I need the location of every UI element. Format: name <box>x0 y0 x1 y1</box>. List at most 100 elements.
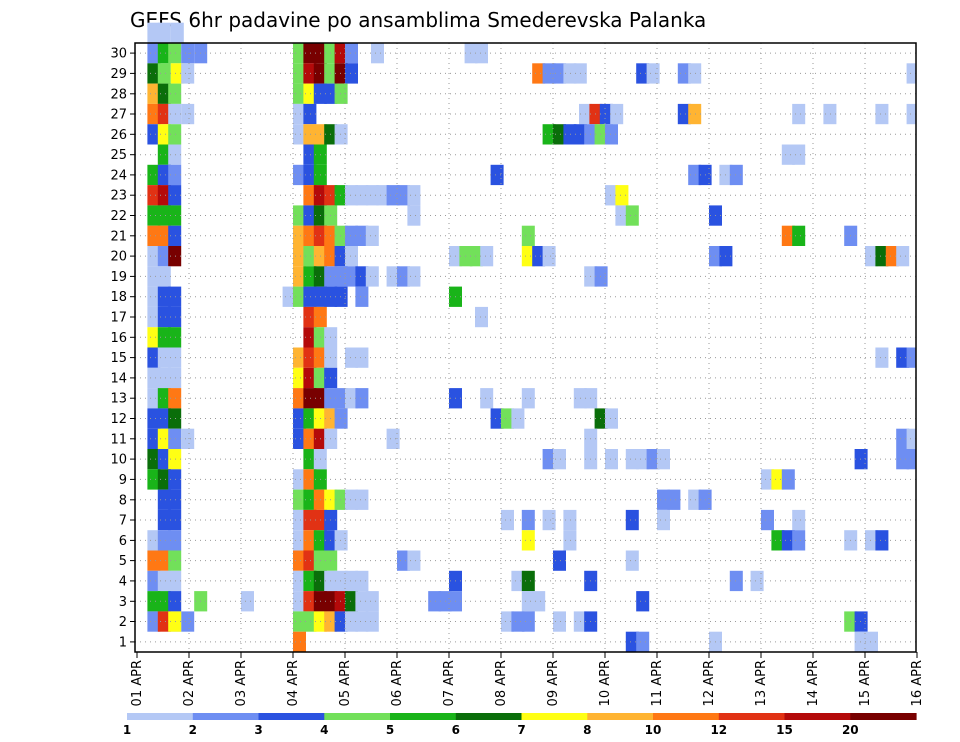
heatmap-cell <box>157 22 171 43</box>
heatmap-cell <box>771 469 785 490</box>
heatmap-cell <box>677 63 691 84</box>
heatmap-cell <box>511 408 525 429</box>
colorbar-label: 2 <box>189 723 197 737</box>
heatmap-cell <box>168 489 182 510</box>
heatmap-cell <box>147 469 161 490</box>
heatmap-cell <box>657 449 670 470</box>
heatmap-cell <box>896 449 910 470</box>
heatmap-cell <box>386 428 400 449</box>
heatmap-cell <box>365 185 379 206</box>
heatmap-cell <box>792 530 806 551</box>
heatmap-cell <box>303 469 317 490</box>
heatmap-cell <box>168 611 182 632</box>
heatmap-cell <box>542 449 556 470</box>
heatmap-cell <box>168 185 182 206</box>
y-tick-label: 25 <box>110 148 127 163</box>
heatmap-cell <box>147 266 161 287</box>
heatmap-cell <box>386 266 400 287</box>
heatmap-cell <box>355 611 369 632</box>
heatmap-cell <box>553 611 566 632</box>
heatmap-cell <box>729 164 743 186</box>
heatmap-cell <box>407 185 421 206</box>
heatmap-cell <box>865 246 878 267</box>
heatmap-cell <box>293 550 306 571</box>
y-tick-label: 8 <box>119 493 127 508</box>
heatmap-cell <box>428 591 442 612</box>
colorbar-label: 15 <box>776 723 793 737</box>
y-tick-label: 10 <box>110 453 127 468</box>
heatmap-cell <box>157 449 171 470</box>
heatmap-cell <box>355 266 369 287</box>
heatmap-cell <box>475 306 488 328</box>
heatmap-cell <box>594 124 608 145</box>
heatmap-cell <box>896 246 910 267</box>
colorbar-label: 12 <box>710 723 727 737</box>
heatmap-cell <box>334 408 348 429</box>
heatmap-cell <box>293 266 306 287</box>
heatmap-cell <box>303 388 317 409</box>
colorbar-swatch <box>324 713 391 720</box>
heatmap-cell <box>355 489 369 510</box>
heatmap-cell <box>896 428 910 449</box>
heatmap-cell <box>293 469 306 490</box>
heatmap-cell <box>397 550 410 571</box>
x-tick-label: 06 APR <box>390 660 405 706</box>
colorbar-label: 6 <box>452 723 460 737</box>
heatmap-cell <box>896 347 910 368</box>
heatmap-cell <box>792 225 806 246</box>
y-tick-label: 7 <box>119 514 127 529</box>
heatmap-cell <box>365 266 379 287</box>
heatmap-cell <box>293 83 306 104</box>
y-tick-label: 19 <box>110 270 127 285</box>
heatmap-cell <box>615 205 629 226</box>
heatmap-cell <box>157 611 171 632</box>
heatmap-cell <box>594 408 608 429</box>
y-tick-label: 22 <box>110 209 127 224</box>
heatmap-cell <box>157 164 171 186</box>
colorbar-swatch <box>850 713 917 720</box>
heatmap-cell <box>168 164 182 186</box>
heatmap-cell <box>475 43 488 64</box>
heatmap-cell <box>521 246 535 267</box>
heatmap-cell <box>521 225 535 246</box>
heatmap-cell <box>170 63 184 84</box>
heatmap-cell <box>157 246 171 267</box>
heatmap-cell <box>293 570 306 592</box>
y-tick-label: 9 <box>119 473 127 488</box>
heatmap-cell <box>168 327 182 348</box>
heatmap-cell <box>355 388 369 409</box>
heatmap-cell <box>521 388 535 409</box>
heatmap-cell <box>501 611 514 632</box>
heatmap-cell <box>157 408 171 429</box>
heatmap-cell <box>386 185 400 206</box>
colorbar-label: 7 <box>517 723 525 737</box>
heatmap-cell <box>906 103 916 125</box>
heatmap-cell <box>854 449 868 470</box>
heatmap-cell <box>293 205 306 226</box>
colorbar-label: 20 <box>842 723 859 737</box>
heatmap-cell <box>147 124 161 145</box>
heatmap-cell <box>334 530 348 551</box>
heatmap-cell <box>729 570 743 592</box>
heatmap-cell <box>157 428 171 449</box>
heatmap-cell <box>168 367 182 389</box>
heatmap-cell <box>365 611 379 632</box>
heatmap-cell <box>355 570 369 592</box>
heatmap-cell <box>181 63 195 84</box>
heatmap-cell <box>157 489 171 510</box>
y-axis: 1234567891011121314151617181920212223242… <box>110 47 135 650</box>
heatmap-cell <box>906 63 916 84</box>
heatmap-cell <box>303 83 317 104</box>
heatmap-cell <box>147 550 161 571</box>
y-tick-label: 13 <box>110 392 127 407</box>
x-tick-label: 15 APR <box>858 660 873 706</box>
heatmap-cell <box>303 570 317 592</box>
heatmap-cell <box>334 185 348 206</box>
colorbar-swatch <box>390 713 457 720</box>
heatmap-cell <box>345 388 358 409</box>
heatmap-cell <box>371 43 384 64</box>
heatmap-cell <box>511 611 525 632</box>
heatmap-cell <box>625 509 639 531</box>
heatmap-cell <box>293 63 306 84</box>
heatmap-cell <box>532 246 546 267</box>
